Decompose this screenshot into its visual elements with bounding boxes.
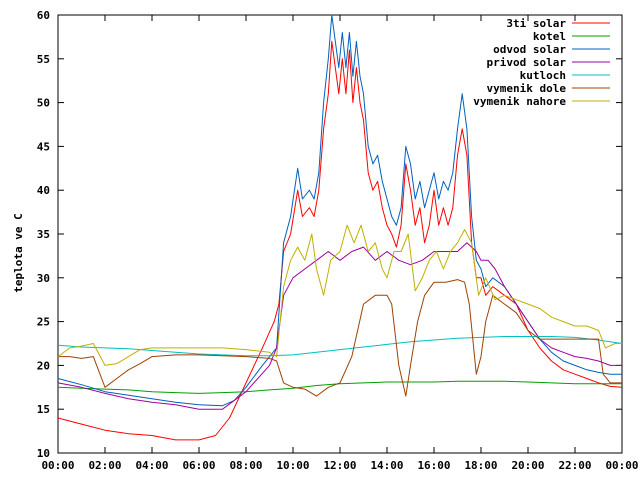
series-line-vymenik-dole [58, 279, 622, 397]
legend-label: kutloch [520, 69, 566, 82]
y-axis: 10 15 20 25 30 35 40 45 50 55 60 [37, 9, 622, 460]
legend-label: vymenik nahore [473, 95, 566, 108]
legend-label: privod solar [487, 56, 567, 69]
y-tick-label: 50 [37, 97, 50, 110]
y-tick-label: 25 [37, 316, 50, 329]
x-tick-label: 00:00 [605, 459, 638, 472]
x-tick-label: 16:00 [417, 459, 450, 472]
series-line-vymenik-nahore [57, 224, 622, 366]
series-line-kutloch [57, 336, 623, 357]
y-tick-label: 60 [37, 9, 50, 22]
x-tick-label: 02:00 [88, 459, 121, 472]
series-line-3ti-solar [57, 40, 623, 441]
x-tick-label: 14:00 [370, 459, 403, 472]
x-tick-label: 00:00 [41, 459, 74, 472]
x-tick-label: 10:00 [276, 459, 309, 472]
y-tick-label: 45 [37, 140, 50, 153]
legend-label: vymenik dole [487, 82, 567, 95]
x-tick-label: 12:00 [323, 459, 356, 472]
y-tick-label: 55 [37, 53, 50, 66]
y-tick-label: 10 [37, 447, 50, 460]
legend-label: 3ti solar [506, 17, 566, 30]
series-line-odvod-solar [57, 14, 622, 407]
legend-label: odvod solar [493, 43, 566, 56]
x-tick-label: 18:00 [464, 459, 497, 472]
x-tick-label: 04:00 [135, 459, 168, 472]
x-tick-label: 22:00 [558, 459, 591, 472]
y-tick-label: 20 [37, 359, 50, 372]
series-lines [57, 14, 623, 441]
x-tick-label: 06:00 [182, 459, 215, 472]
x-tick-label: 08:00 [229, 459, 262, 472]
legend-label: kotel [533, 30, 566, 43]
x-tick-label: 20:00 [511, 459, 544, 472]
y-axis-label: teplota ve C [12, 213, 25, 292]
y-tick-label: 35 [37, 228, 50, 241]
y-tick-label: 15 [37, 403, 50, 416]
y-tick-label: 40 [37, 184, 50, 197]
series-line-kotel [57, 380, 622, 394]
y-tick-label: 30 [37, 272, 50, 285]
x-axis: 00:00 02:00 04:00 06:00 08:00 10:00 12:00 14:00… [41, 15, 639, 472]
